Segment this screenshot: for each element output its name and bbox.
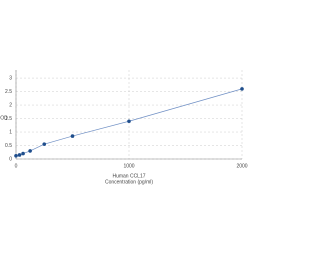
data-point — [70, 134, 75, 138]
y-tick-label: 3 — [9, 75, 12, 81]
y-tick-label: 2.5 — [5, 89, 12, 95]
data-point — [17, 153, 22, 157]
data-point — [127, 119, 131, 124]
data-point — [28, 149, 32, 153]
data-point — [240, 87, 244, 91]
x-axis-label: Concentration (pg/ml) — [105, 179, 153, 185]
x-axis-label: Human CCL17 — [112, 173, 145, 179]
y-tick-label: 2 — [9, 102, 12, 108]
y-axis-label: OD — [0, 115, 8, 121]
y-tick-label: 1 — [9, 129, 12, 135]
y-tick-label: 0.5 — [5, 143, 12, 149]
data-point — [21, 151, 25, 156]
y-tick-label: 1.5 — [5, 116, 12, 122]
x-tick-label: 2000 — [236, 163, 247, 169]
x-tick-label: 0 — [15, 163, 18, 169]
chart: Human CCL17 Concentration (pg/ml) OD 0 0.… — [0, 70, 248, 185]
x-tick-label: 1000 — [123, 163, 134, 169]
data-point — [42, 142, 47, 146]
data-point — [14, 153, 18, 158]
y-tick-label: 0 — [9, 156, 12, 162]
